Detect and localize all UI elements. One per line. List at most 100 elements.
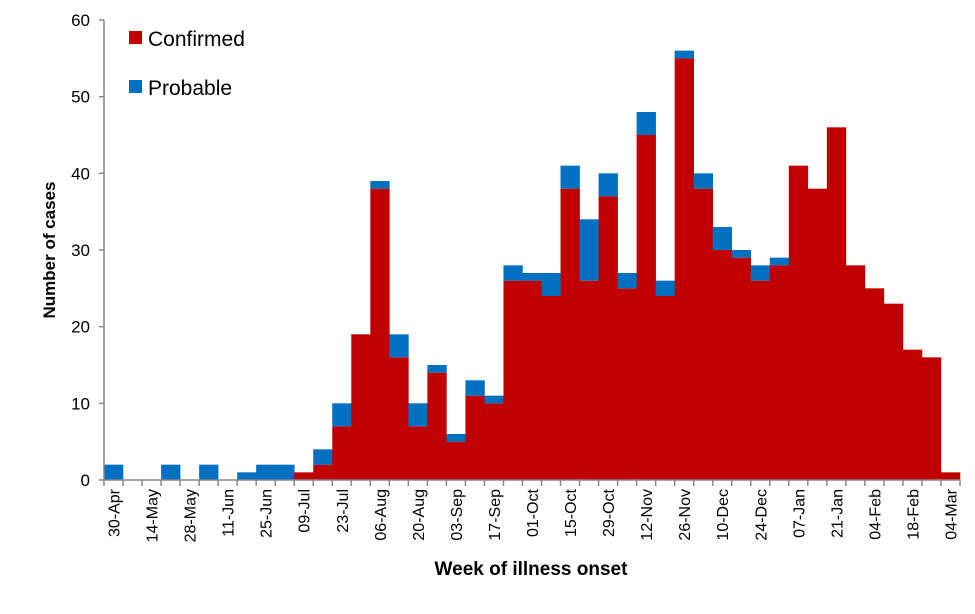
x-tick-label: 11-Jun (221, 489, 238, 537)
x-tick-label: 01-Oct (525, 488, 542, 537)
x-tick-label: 03-Sep (449, 489, 466, 541)
bar-probable-01-Oct (522, 273, 542, 281)
bar-confirmed-09-Jul (294, 472, 314, 480)
x-tick-label: 10-Dec (715, 489, 732, 541)
x-tick-label: 25-Jun (259, 489, 276, 538)
bar-confirmed-30-Jul (351, 334, 371, 480)
x-tick-label: 18-Feb (905, 489, 922, 540)
bar-probable-29-Oct (598, 173, 618, 197)
bar-confirmed-16-Jul (313, 464, 333, 480)
bar-confirmed-01-Oct (522, 280, 542, 480)
bar-confirmed-27-Aug (427, 372, 447, 480)
bar-probable-16-Jul (313, 449, 333, 465)
y-tick-label: 30 (71, 241, 90, 260)
bar-confirmed-31-Dec (769, 265, 790, 480)
bar-confirmed-28-Jan (845, 265, 866, 480)
x-tick-label: 28-May (183, 489, 200, 542)
bar-probable-20-Aug (408, 403, 428, 427)
bar-probable-15-Oct (560, 165, 580, 189)
bar-probable-03-Dec (693, 173, 714, 189)
bar-probable-17-Sep (484, 395, 504, 404)
x-axis-title: Week of illness onset (435, 559, 629, 580)
bar-confirmed-04-Mar (940, 472, 961, 480)
bar-confirmed-03-Sep (446, 441, 466, 480)
bar-confirmed-12-Nov (636, 135, 656, 480)
x-tick-label: 29-Oct (601, 488, 618, 537)
bar-confirmed-04-Feb (864, 288, 885, 480)
bar-probable-05-Nov (617, 273, 637, 289)
bar-confirmed-26-Nov (674, 58, 694, 480)
bar-probable-31-Dec (769, 257, 790, 266)
bar-confirmed-21-Jan (826, 127, 847, 480)
bar-probable-13-Aug (389, 334, 409, 358)
bar-probable-19-Nov (655, 280, 675, 296)
bar-confirmed-15-Oct (560, 188, 580, 481)
bar-confirmed-07-Jan (788, 165, 809, 481)
bar-probable-26-Nov (674, 50, 694, 59)
bar-probable-22-Oct (579, 219, 599, 281)
legend: Confirmed Probable (129, 28, 245, 100)
bar-probable-03-Sep (446, 434, 466, 442)
x-tick-label: 04-Mar (944, 488, 961, 539)
bars-group (104, 50, 961, 481)
bar-probable-24-Sep (503, 265, 523, 281)
bar-confirmed-24-Dec (750, 280, 771, 480)
bar-probable-18-Jun (237, 472, 257, 480)
bar-confirmed-22-Oct (579, 280, 599, 480)
bar-confirmed-10-Sep (465, 395, 485, 480)
bar-confirmed-17-Sep (484, 403, 504, 480)
x-tick-label: 12-Nov (639, 489, 656, 541)
bar-probable-30-Apr (104, 464, 124, 480)
bar-probable-23-Jul (332, 403, 352, 427)
bar-confirmed-03-Dec (693, 188, 714, 481)
bar-probable-17-Dec (731, 250, 752, 258)
x-tick-label: 14-May (145, 489, 162, 542)
legend-swatch-confirmed (129, 31, 142, 44)
bar-confirmed-13-Aug (389, 357, 409, 480)
y-tick-label: 60 (71, 11, 90, 30)
bar-probable-04-Jun (199, 464, 219, 480)
bar-probable-10-Sep (465, 380, 485, 396)
x-tick-label: 20-Aug (411, 489, 428, 541)
bar-confirmed-14-Jan (807, 188, 828, 481)
x-tick-label: 30-Apr (107, 488, 124, 537)
bar-confirmed-25-Feb (921, 357, 942, 480)
bar-confirmed-24-Sep (503, 280, 523, 480)
x-tick-label: 04-Feb (867, 489, 884, 540)
bar-probable-25-Jun (256, 464, 276, 480)
x-tick-label: 23-Jul (335, 489, 352, 533)
bar-confirmed-06-Aug (370, 188, 390, 481)
bar-probable-02-Jul (275, 464, 295, 480)
bar-confirmed-23-Jul (332, 426, 352, 480)
bar-confirmed-11-Feb (883, 303, 904, 480)
bar-confirmed-29-Oct (598, 196, 618, 480)
y-tick-label: 20 (71, 318, 90, 337)
bar-confirmed-19-Nov (655, 296, 675, 480)
bar-probable-21-May (161, 464, 181, 480)
bar-confirmed-08-Oct (541, 296, 561, 480)
bar-confirmed-05-Nov (617, 288, 637, 480)
x-tick-label: 21-Jan (829, 489, 846, 538)
bar-confirmed-17-Dec (731, 257, 752, 480)
y-tick-label: 10 (71, 394, 90, 413)
bar-probable-12-Nov (636, 112, 656, 135)
legend-label-confirmed: Confirmed (148, 28, 245, 51)
x-tick-label: 06-Aug (373, 489, 390, 541)
bar-confirmed-20-Aug (408, 426, 428, 480)
bar-probable-24-Dec (750, 265, 771, 281)
x-tick-label: 24-Dec (753, 489, 770, 541)
bar-probable-10-Dec (712, 227, 733, 250)
axes-group: 0 10 20 30 40 50 60 30-Apr 14-May 28-May 11-Jun 25-… (71, 11, 961, 542)
bar-probable-27-Aug (427, 365, 447, 373)
legend-swatch-probable (129, 80, 142, 93)
x-tick-label: 09-Jul (297, 489, 314, 533)
bar-confirmed-10-Dec (712, 250, 733, 480)
y-axis-title: Number of cases (40, 182, 59, 319)
x-tick-label: 07-Jan (791, 489, 808, 538)
bar-probable-08-Oct (541, 273, 561, 296)
x-tick-label: 15-Oct (563, 488, 580, 537)
y-tick-label: 40 (71, 164, 90, 183)
y-tick-label: 50 (71, 88, 90, 107)
